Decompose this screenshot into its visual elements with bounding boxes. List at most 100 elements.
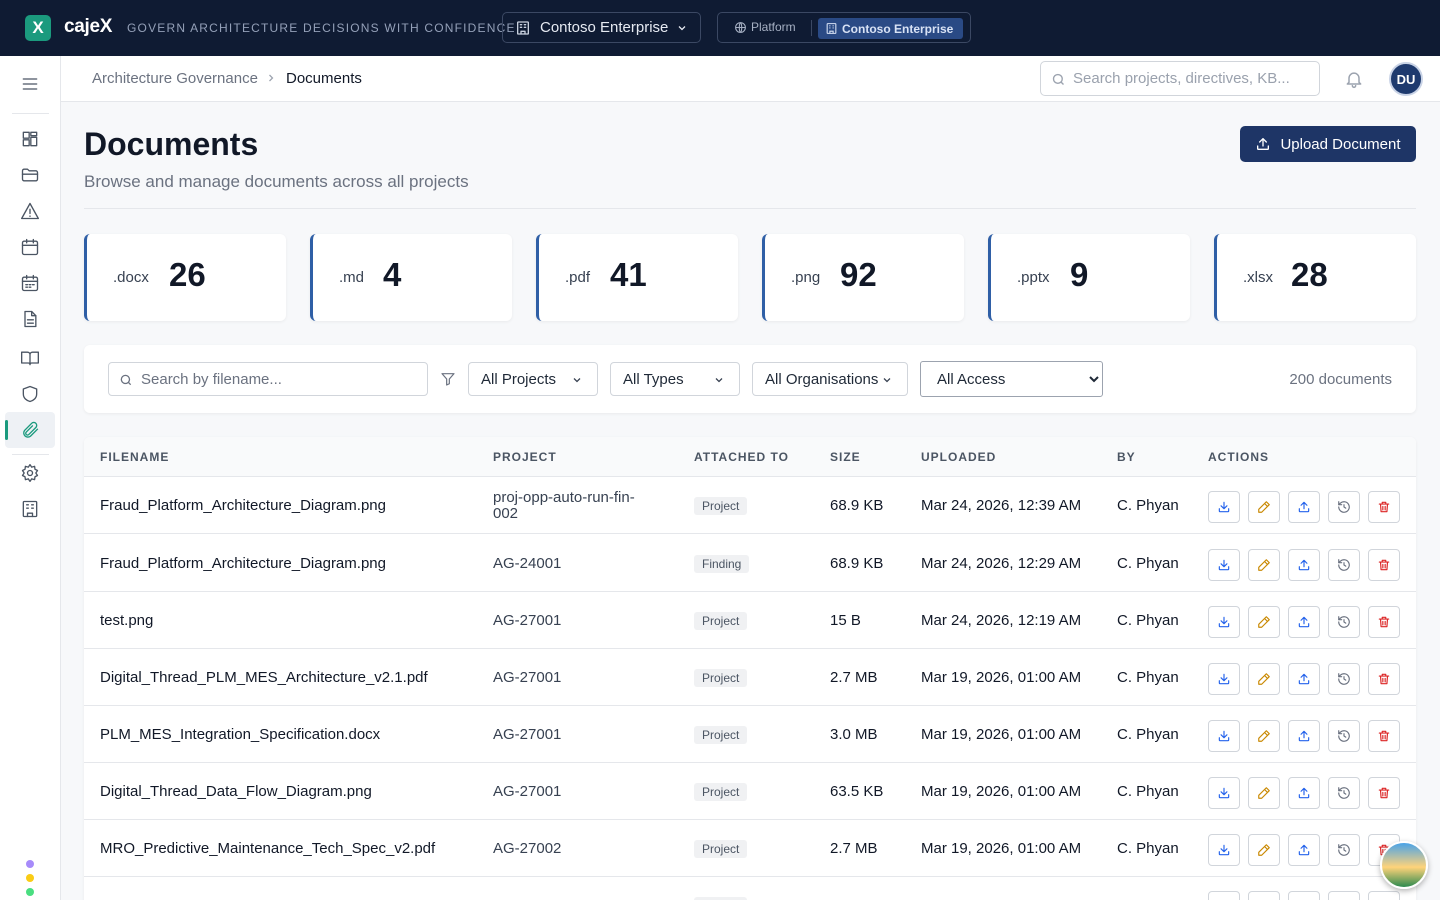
upload-button[interactable] [1288,891,1320,900]
organization-select[interactable]: Contoso Enterprise [502,12,701,43]
download-button[interactable] [1208,663,1240,695]
stat-card-pptx[interactable]: .pptx 9 [988,234,1190,321]
logo-icon[interactable]: X [25,15,51,41]
trash-button[interactable] [1368,777,1400,809]
table-row[interactable]: Digital_Thread_Data_Flow_Diagram.png AG-2… [84,763,1416,820]
stat-card-docx[interactable]: .docx 26 [84,234,286,321]
download-icon [1218,730,1230,742]
edit-button[interactable] [1248,491,1280,523]
table-row[interactable]: Fraud_Platform_Architecture_Diagram.png p… [84,477,1416,534]
column-header-filename[interactable]: FILENAME [100,450,170,464]
history-button[interactable] [1328,777,1360,809]
column-header-size[interactable]: SIZE [830,450,861,464]
alert-triangle-icon[interactable] [18,199,42,223]
filename-cell[interactable]: PLM_MES_Integration_Specification.docx [100,726,381,743]
assistant-button[interactable] [1380,841,1428,889]
edit-button[interactable] [1248,891,1280,900]
filename-cell[interactable]: Digital_Thread_Data_Flow_Diagram.png [100,783,372,800]
document-icon[interactable] [18,307,42,331]
filename-cell[interactable]: test.png [100,612,154,629]
upload-button[interactable] [1288,549,1320,581]
history-button[interactable] [1328,720,1360,752]
edit-button[interactable] [1248,834,1280,866]
types-filter[interactable]: All Types [610,362,740,396]
project-cell: AG-24001 [493,555,562,572]
menu-icon[interactable] [18,72,42,96]
table-row[interactable]: PLM_MES_Integration_Specification.docx AG… [84,706,1416,763]
upload-button[interactable] [1288,606,1320,638]
history-button[interactable] [1328,549,1360,581]
download-button[interactable] [1208,891,1240,900]
column-header-by[interactable]: BY [1117,450,1136,464]
breadcrumb-architecture-governance[interactable]: Architecture Governance [92,70,258,87]
download-button[interactable] [1208,834,1240,866]
building-icon[interactable] [18,497,42,521]
trash-icon [1378,730,1390,742]
size-cell: 15 B [830,612,861,629]
dashboard-icon[interactable] [18,127,42,151]
access-filter[interactable]: All Access [920,361,1103,397]
enterprise-switch[interactable]: Contoso Enterprise [818,18,963,39]
trash-button[interactable] [1368,891,1400,900]
trash-button[interactable] [1368,606,1400,638]
upload-button[interactable] [1288,834,1320,866]
upload-button[interactable] [1288,663,1320,695]
calendar-grid-icon[interactable] [18,271,42,295]
chevron-down-icon [883,378,891,383]
download-button[interactable] [1208,777,1240,809]
bell-icon[interactable] [1344,69,1364,89]
upload-document-button[interactable]: Upload Document [1240,126,1416,162]
edit-button[interactable] [1248,720,1280,752]
table-row[interactable]: Digital_Thread_PLM_MES_Architecture_v2.1… [84,649,1416,706]
history-button[interactable] [1328,606,1360,638]
book-icon[interactable] [18,346,42,370]
upload-button[interactable] [1288,720,1320,752]
history-button[interactable] [1328,834,1360,866]
column-header-uploaded[interactable]: UPLOADED [921,450,997,464]
projects-filter[interactable]: All Projects [468,362,598,396]
paperclip-icon[interactable] [18,418,42,442]
stat-card-pdf[interactable]: .pdf 41 [536,234,738,321]
history-button[interactable] [1328,663,1360,695]
edit-button[interactable] [1248,663,1280,695]
edit-button[interactable] [1248,549,1280,581]
download-button[interactable] [1208,720,1240,752]
filename-cell[interactable]: MRO_Predictive_Maintenance_Tech_Spec_v2.… [100,840,436,857]
stat-card-xlsx[interactable]: .xlsx 28 [1214,234,1416,321]
user-avatar[interactable]: DU [1389,62,1423,96]
filename-search-input[interactable] [141,363,421,395]
filename-cell[interactable]: Digital_Thread_PLM_MES_Architecture_v2.1… [100,669,428,686]
filename-cell[interactable]: Fraud_Platform_Architecture_Diagram.png [100,497,386,514]
history-button[interactable] [1328,891,1360,900]
filename-cell[interactable]: Fraud_Platform_Architecture_Diagram.png [100,555,386,572]
platform-switch[interactable]: Platform [734,20,796,34]
upload-button[interactable] [1288,491,1320,523]
shield-icon[interactable] [18,382,42,406]
trash-button[interactable] [1368,720,1400,752]
calendar-icon[interactable] [18,235,42,259]
table-row[interactable]: Project [84,877,1416,900]
edit-button[interactable] [1248,606,1280,638]
table-row[interactable]: Fraud_Platform_Architecture_Diagram.png A… [84,535,1416,592]
trash-button[interactable] [1368,491,1400,523]
settings-icon[interactable] [18,461,42,485]
stat-card-md[interactable]: .md 4 [310,234,512,321]
folder-icon[interactable] [18,163,42,187]
upload-icon [1298,501,1310,513]
table-row[interactable]: test.png AG-27001 Project 15 B Mar 24, 2026,… [84,592,1416,649]
download-button[interactable] [1208,549,1240,581]
global-search-input[interactable] [1073,62,1313,95]
trash-button[interactable] [1368,663,1400,695]
trash-button[interactable] [1368,549,1400,581]
organisations-filter[interactable]: All Organisations [752,362,908,396]
stat-card-png[interactable]: .png 92 [762,234,964,321]
edit-button[interactable] [1248,777,1280,809]
column-header-attached-to[interactable]: ATTACHED TO [694,450,789,464]
history-button[interactable] [1328,491,1360,523]
download-button[interactable] [1208,491,1240,523]
table-row[interactable]: MRO_Predictive_Maintenance_Tech_Spec_v2.… [84,820,1416,877]
download-button[interactable] [1208,606,1240,638]
brand-name[interactable]: cajeX [64,16,113,37]
upload-button[interactable] [1288,777,1320,809]
column-header-project[interactable]: PROJECT [493,450,557,464]
